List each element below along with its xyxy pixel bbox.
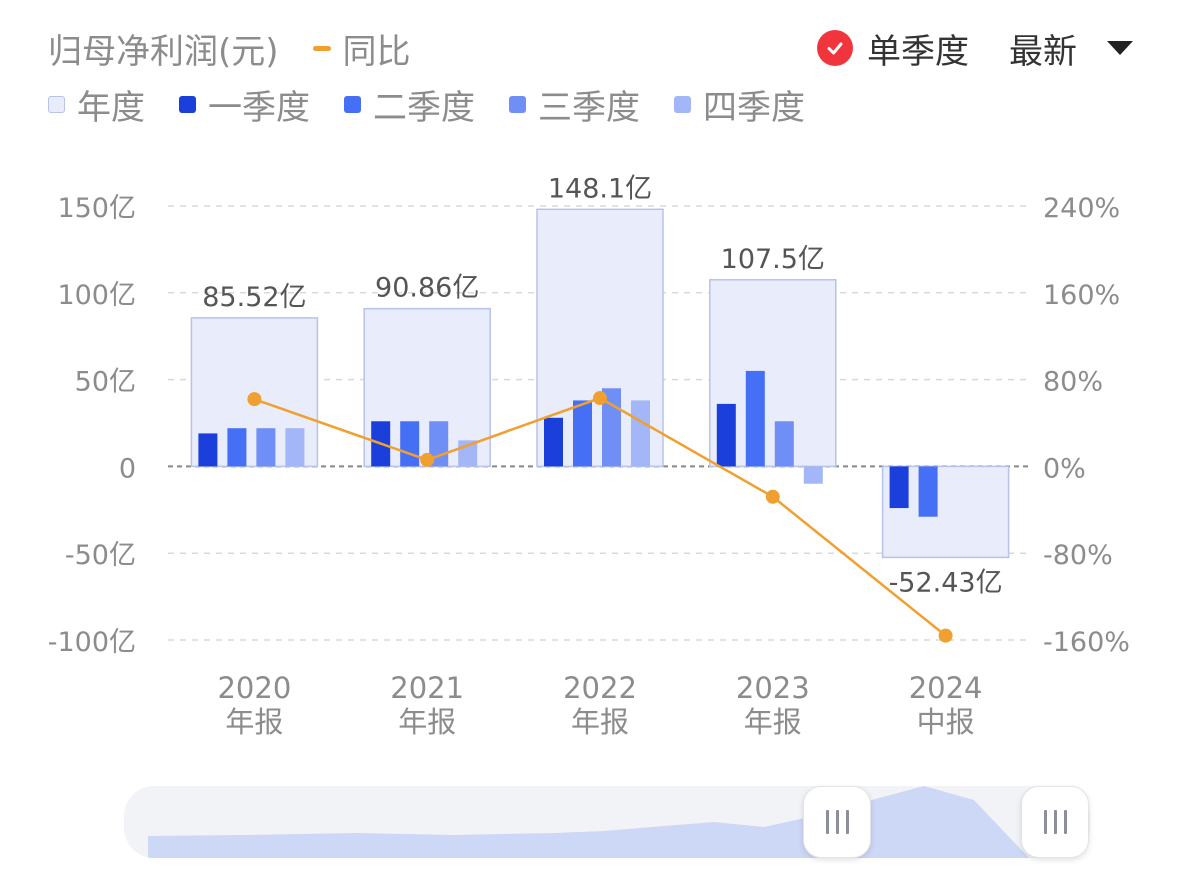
y-left-tick-label: 0 bbox=[119, 453, 136, 484]
legend-label-q4: 四季度 bbox=[703, 87, 805, 128]
quarter-bar bbox=[889, 466, 909, 509]
y-left-tick-label: -50亿 bbox=[65, 540, 136, 571]
yoy-point bbox=[420, 452, 435, 467]
series-legend: 年度 一季度 二季度 三季度 四季度 bbox=[48, 78, 839, 130]
quarter-bar bbox=[285, 428, 305, 467]
y-right-tick-label: 240% bbox=[1043, 193, 1120, 224]
x-tick-label-type: 年报 bbox=[225, 705, 283, 739]
grip-icon bbox=[1043, 810, 1067, 834]
legend-item-q4[interactable]: 四季度 bbox=[674, 80, 805, 129]
y-right-tick-label: 80% bbox=[1043, 367, 1103, 398]
legend-label-q1: 一季度 bbox=[208, 87, 310, 128]
legend-item-q1[interactable]: 一季度 bbox=[179, 80, 310, 129]
yoy-point bbox=[938, 628, 953, 643]
annual-value-label: 85.52亿 bbox=[202, 282, 306, 313]
legend-swatch-q1 bbox=[179, 95, 196, 113]
yoy-point bbox=[593, 391, 607, 406]
yoy-point bbox=[765, 489, 780, 504]
quarter-bar bbox=[716, 403, 736, 467]
legend-swatch-q2 bbox=[344, 95, 361, 113]
y-left-tick-label: 50亿 bbox=[75, 367, 136, 398]
x-tick-label-year: 2024 bbox=[909, 671, 983, 705]
y-right-tick-label: -160% bbox=[1043, 627, 1130, 658]
y-right-tick-label: 160% bbox=[1043, 280, 1120, 311]
sort-dropdown-label[interactable]: 最新 bbox=[1009, 31, 1077, 72]
yoy-line-swatch bbox=[312, 45, 331, 51]
legend-item-q3[interactable]: 三季度 bbox=[509, 80, 640, 129]
legend-swatch-q4 bbox=[674, 95, 691, 113]
x-tick-label-year: 2020 bbox=[217, 671, 291, 705]
annual-value-label: -52.43亿 bbox=[889, 567, 1003, 598]
legend-label-q3: 三季度 bbox=[538, 87, 640, 128]
quarter-bar bbox=[573, 400, 592, 467]
range-slider-preview bbox=[148, 786, 1029, 858]
range-slider-handle-right[interactable] bbox=[1021, 786, 1089, 858]
y-left-tick-label: 100亿 bbox=[57, 280, 136, 311]
quarter-bar bbox=[198, 433, 218, 467]
chart-header: 归母净利润(元) 同比 bbox=[48, 22, 411, 74]
legend-swatch-q3 bbox=[509, 95, 526, 113]
grip-icon bbox=[825, 810, 849, 834]
quarter-bar bbox=[227, 428, 247, 467]
check-icon[interactable] bbox=[817, 30, 853, 66]
quarter-bar bbox=[544, 417, 563, 467]
legend-label-annual: 年度 bbox=[77, 87, 145, 128]
chart-title: 归母净利润(元) bbox=[48, 31, 279, 72]
quarter-bar bbox=[400, 421, 420, 467]
x-tick-label-year: 2022 bbox=[563, 671, 637, 705]
annual-value-label: 107.5亿 bbox=[721, 244, 825, 275]
range-slider-area bbox=[148, 786, 1029, 858]
x-tick-label-type: 年报 bbox=[744, 705, 802, 739]
caret-down-icon[interactable] bbox=[1107, 41, 1133, 55]
y-left-tick-label: -100亿 bbox=[48, 627, 136, 658]
yoy-point bbox=[247, 392, 262, 407]
quarter-bar bbox=[256, 428, 276, 467]
legend-label-q2: 二季度 bbox=[373, 87, 475, 128]
quarter-bar bbox=[631, 400, 650, 467]
legend-item-q2[interactable]: 二季度 bbox=[344, 80, 475, 129]
x-tick-label-year: 2021 bbox=[390, 671, 464, 705]
single-quarter-toggle[interactable]: 单季度 bbox=[867, 31, 969, 72]
x-tick-label-type: 年报 bbox=[571, 705, 629, 739]
annual-value-label: 90.86亿 bbox=[375, 273, 479, 304]
x-tick-label-year: 2023 bbox=[736, 671, 810, 705]
quarter-bar bbox=[745, 370, 765, 467]
legend-yoy[interactable]: 同比 bbox=[312, 24, 411, 73]
y-right-tick-label: -80% bbox=[1043, 540, 1113, 571]
quarter-bar bbox=[774, 421, 794, 467]
range-slider-track[interactable] bbox=[124, 786, 1090, 858]
y-right-tick-label: 0% bbox=[1043, 453, 1086, 484]
x-tick-label-type: 年报 bbox=[398, 705, 456, 739]
legend-item-annual[interactable]: 年度 bbox=[48, 80, 145, 129]
range-slider-handle-left[interactable] bbox=[803, 786, 871, 858]
y-left-tick-label: 150亿 bbox=[57, 193, 136, 224]
quarter-bar bbox=[918, 466, 938, 517]
x-tick-label-type: 中报 bbox=[917, 705, 975, 739]
annual-value-label: 148.1亿 bbox=[548, 173, 652, 204]
chart-controls: 单季度 最新 bbox=[817, 22, 1133, 74]
legend-swatch-annual bbox=[48, 95, 65, 113]
legend-yoy-label: 同比 bbox=[342, 31, 411, 72]
quarter-bar bbox=[803, 466, 823, 484]
